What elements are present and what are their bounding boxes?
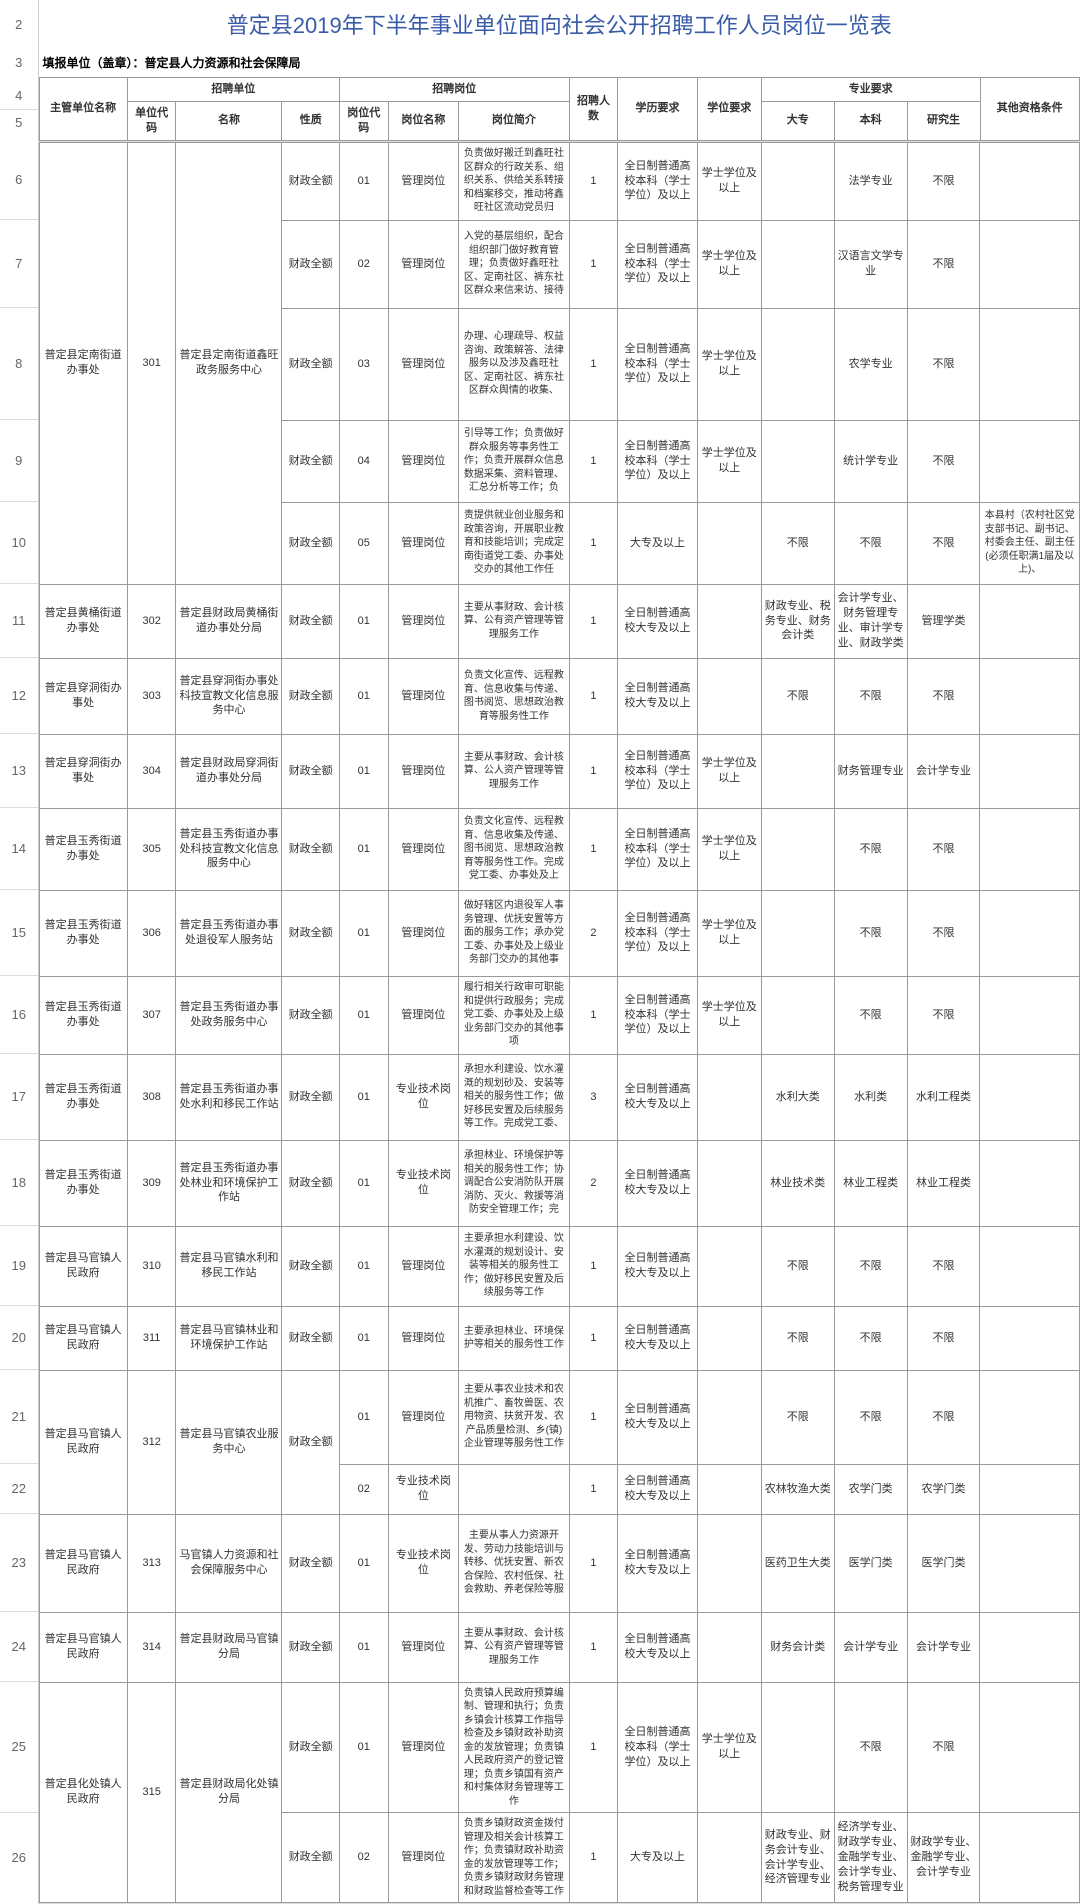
row-number: 6 [0,141,38,219]
row-number: 19 [0,1225,38,1305]
row-number: 9 [0,419,38,501]
th-other: 其他资格条件 [980,78,1080,141]
row-number: 13 [0,733,38,807]
row-number: 3 [0,48,38,77]
table-row: 普定县马官镇人民政府314普定县财政局马官镇分局财政全额01管理岗位主要从事财政… [39,1612,1080,1682]
row-number: 7 [0,219,38,307]
row-number: 12 [0,657,38,733]
th-org: 主管单位名称 [39,78,127,141]
row-number: 4 [0,83,38,109]
row-number: 25 [0,1681,38,1812]
row-number: 26 [0,1812,38,1902]
table-row: 普定县玉秀街道办事处309普定县玉秀街道办事处林业和环境保护工作站财政全额01专… [39,1140,1080,1226]
table-row: 普定县马官镇人民政府312普定县马官镇农业服务中心财政全额01管理岗位主要从事农… [39,1370,1080,1464]
row-number: 18 [0,1139,38,1225]
table-row: 普定县马官镇人民政府313马官镇人力资源和社会保障服务中心财政全额01专业技术岗… [39,1514,1080,1612]
table-row: 普定县马官镇人民政府310普定县马官镇水利和移民工作站财政全额01管理岗位主要承… [39,1226,1080,1306]
row-number: 5 [0,109,38,135]
th-dz: 大专 [761,101,834,140]
page-title: 普定县2019年下半年事业单位面向社会公开招聘工作人员岗位一览表 [38,0,1080,48]
th-degree: 学位要求 [697,78,761,141]
row-number: 16 [0,975,38,1053]
th-unit-nature: 性质 [282,101,339,140]
th-unit-name: 名称 [176,101,282,140]
table-row: 普定县化处镇人民政府315普定县财政局化处镇分局财政全额01管理岗位负责镇人民政… [39,1682,1080,1813]
table-row: 普定县玉秀街道办事处307普定县玉秀街道办事处政务服务中心财政全额01管理岗位履… [39,976,1080,1054]
row-number: 21 [0,1369,38,1463]
table-row: 普定县穿洞街办事处303普定县穿洞街办事处科技宣教文化信息服务中心财政全额01管… [39,658,1080,734]
row-number: 2 [0,0,38,48]
row-number: 10 [0,501,38,583]
data-table: 主管单位名称 招聘单位 招聘岗位 招聘人数 学历要求 学位要求 专业要求 其他资… [39,77,1080,141]
table-row: 普定县玉秀街道办事处308普定县玉秀街道办事处水利和移民工作站财政全额01专业技… [39,1054,1080,1140]
row-number: 8 [0,307,38,419]
table-row: 普定县黄桶街道办事处302普定县财政局黄桶街道办事处分局财政全额01管理岗位主要… [39,584,1080,658]
th-post-desc: 岗位简介 [459,101,569,140]
th-recruit-unit: 招聘单位 [127,78,339,102]
row-number: 20 [0,1305,38,1369]
row-number: 17 [0,1053,38,1139]
table-row: 普定县玉秀街道办事处305普定县玉秀街道办事处科技宣教文化信息服务中心财政全额0… [39,808,1080,890]
table-row: 普定县定南街道办事处301普定县定南街道鑫旺政务服务中心财政全额01管理岗位负责… [39,142,1080,220]
row-number: 15 [0,889,38,975]
spreadsheet: 2 普定县2019年下半年事业单位面向社会公开招聘工作人员岗位一览表 3 填报单… [0,0,1080,1904]
filler-org: 填报单位（盖章）：普定县人力资源和社会保障局 [38,48,1080,77]
row-number: 11 [0,583,38,657]
table-row: 普定县马官镇人民政府311普定县马官镇林业和环境保护工作站财政全额01管理岗位主… [39,1306,1080,1370]
data-body: 普定县定南街道办事处301普定县定南街道鑫旺政务服务中心财政全额01管理岗位负责… [39,142,1080,1904]
th-bk: 本科 [834,101,907,140]
th-yjs: 研究生 [907,101,980,140]
th-recruit-post: 招聘岗位 [339,78,569,102]
row-number: 24 [0,1611,38,1681]
table-row: 普定县玉秀街道办事处306普定县玉秀街道办事处退役军人服务站财政全额01管理岗位… [39,890,1080,976]
th-post-name: 岗位名称 [388,101,459,140]
th-post-code: 岗位代码 [339,101,388,140]
row-number: 22 [0,1463,38,1513]
table-row: 普定县穿洞街办事处304普定县财政局穿洞街道办事处分局财政全额01管理岗位主要从… [39,734,1080,808]
th-edu: 学历要求 [618,78,698,141]
th-count: 招聘人数 [569,78,618,141]
th-major: 专业要求 [761,78,980,102]
row-number: 23 [0,1513,38,1611]
th-unit-code: 单位代码 [127,101,176,140]
row-number: 14 [0,807,38,889]
